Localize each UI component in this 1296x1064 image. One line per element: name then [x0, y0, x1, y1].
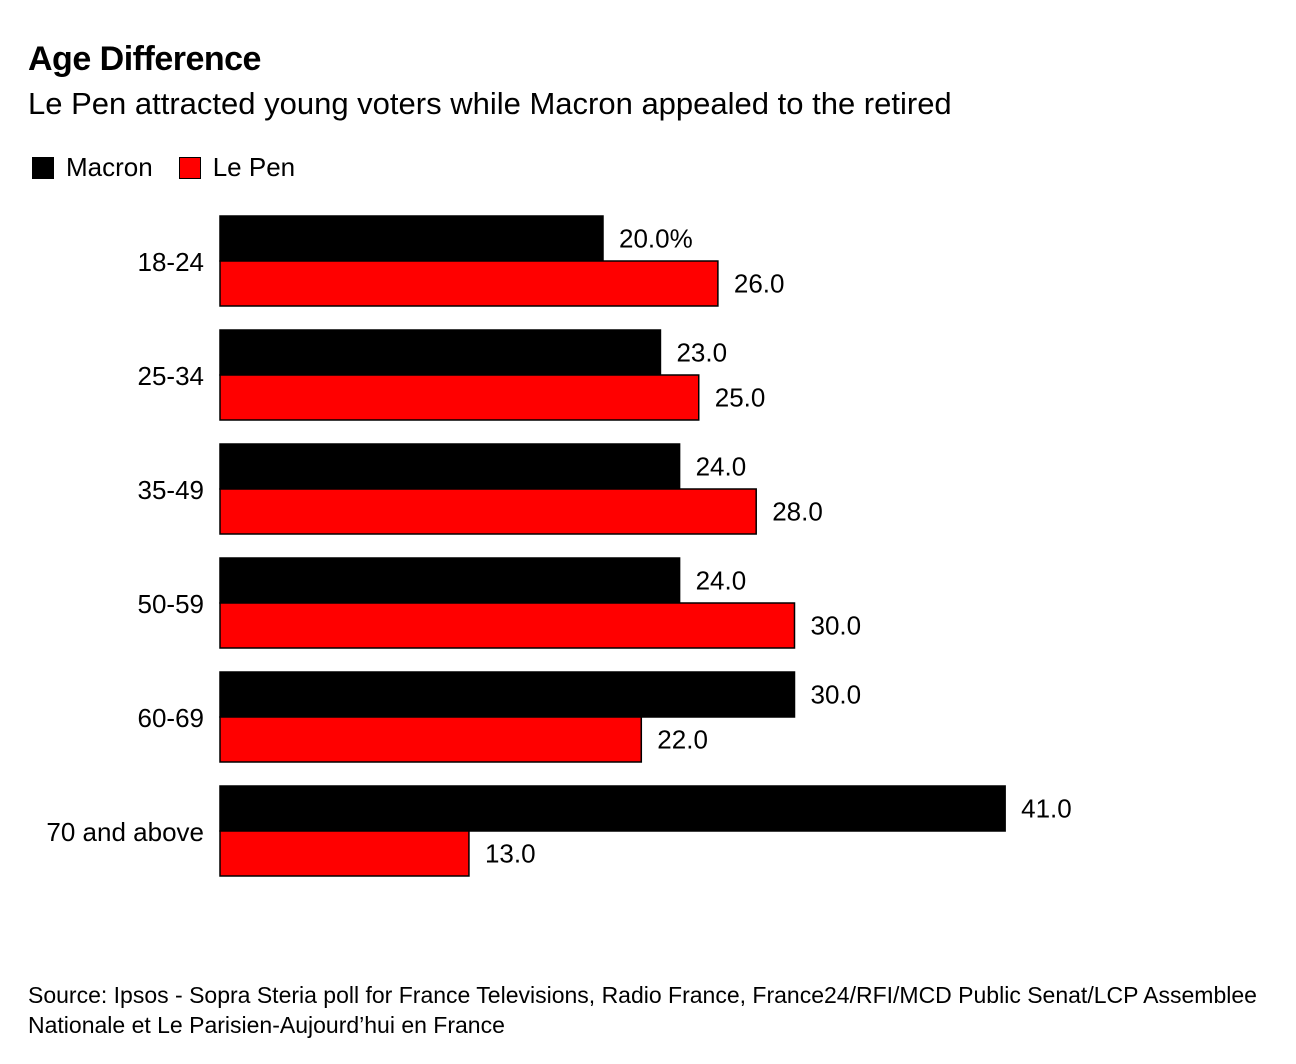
legend-swatch-le-pen — [178, 156, 201, 179]
legend-swatch-macron — [32, 156, 54, 179]
legend-item-le-pen: Le Pen — [178, 152, 296, 183]
source-note: Source: Ipsos - Sopra Steria poll for Fr… — [28, 982, 1257, 1038]
category-label-70-and-above: 70 and above — [46, 817, 204, 847]
bar-macron-60-69 — [219, 671, 796, 718]
data-label-le-pen-18-24: 26.0 — [734, 269, 785, 299]
data-label-macron-60-69: 30.0 — [811, 680, 862, 710]
bar-le-pen-70-and-above — [219, 830, 470, 877]
bar-macron-25-34 — [219, 329, 662, 376]
bar-chart: 18-24 20.0% 26.0 25-34 23.0 25.0 35-49 24.0 28.0… — [46, 215, 1072, 877]
legend: Macron Le Pen — [32, 152, 321, 183]
category-label-35-49: 35-49 — [138, 475, 205, 505]
bar-le-pen-18-24 — [219, 260, 719, 307]
data-label-macron-70-and-above: 41.0 — [1021, 794, 1072, 824]
bar-le-pen-25-34 — [219, 374, 700, 421]
data-label-macron-50-59: 24.0 — [696, 566, 747, 596]
bar-macron-18-24 — [219, 215, 604, 262]
data-label-le-pen-50-59: 30.0 — [811, 611, 862, 641]
data-label-macron-25-34: 23.0 — [676, 338, 727, 368]
data-label-macron-35-49: 24.0 — [696, 452, 747, 482]
category-label-60-69: 60-69 — [138, 703, 205, 733]
legend-label-le-pen: Le Pen — [212, 152, 296, 182]
bar-macron-50-59 — [219, 557, 681, 604]
bar-le-pen-35-49 — [219, 488, 757, 535]
bar-le-pen-50-59 — [219, 602, 796, 649]
legend-item-macron: Macron — [32, 152, 153, 183]
bar-le-pen-60-69 — [219, 716, 643, 763]
data-label-le-pen-60-69: 22.0 — [657, 725, 708, 755]
data-label-le-pen-35-49: 28.0 — [772, 497, 823, 527]
bar-macron-70-and-above — [219, 785, 1006, 832]
chart-title: Age Difference — [28, 40, 261, 78]
category-label-25-34: 25-34 — [138, 361, 205, 391]
category-label-50-59: 50-59 — [138, 589, 205, 619]
bar-macron-35-49 — [219, 443, 681, 490]
legend-label-macron: Macron — [66, 152, 153, 182]
chart-subtitle: Le Pen attracted young voters while Macr… — [28, 86, 952, 121]
category-label-18-24: 18-24 — [138, 247, 205, 277]
data-label-macron-18-24: 20.0% — [619, 224, 693, 254]
data-label-le-pen-25-34: 25.0 — [715, 383, 766, 413]
data-label-le-pen-70-and-above: 13.0 — [485, 839, 536, 869]
